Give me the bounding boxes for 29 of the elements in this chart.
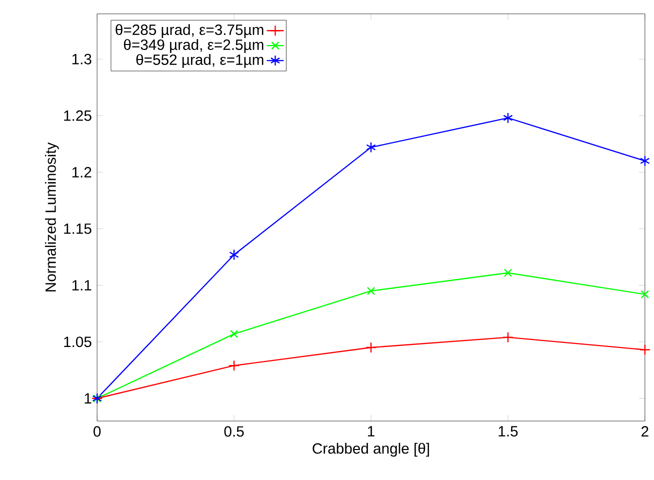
point [503, 112, 513, 124]
point [640, 290, 650, 298]
point [230, 330, 238, 338]
point [365, 342, 377, 353]
x-tick-label: 1.5 [498, 426, 518, 436]
point [366, 142, 376, 153]
legend-label: θ=349 µrad, ε=2.5µm [124, 38, 264, 53]
x-axis-title: Crabbed angle [θ] [312, 442, 429, 456]
point [502, 332, 514, 343]
point [366, 286, 376, 295]
y-tick-label: 1.3 [72, 54, 92, 64]
point [640, 155, 650, 166]
point [504, 268, 512, 277]
x-tick-label: 0 [94, 426, 101, 436]
y-tick-label: 1.1 [72, 280, 92, 290]
x-tick-label: 0.5 [224, 426, 244, 436]
y-tick-label: 1.15 [64, 223, 92, 234]
y-tick-label: 1.2 [72, 166, 92, 178]
x-tick-label: 2 [642, 426, 648, 436]
legend-label: θ=552 µrad, ε=1µm [136, 54, 264, 68]
point [228, 360, 240, 371]
y-tick-label: 1 [84, 393, 92, 404]
x-tick-label: 1 [368, 426, 374, 436]
point [639, 344, 650, 356]
y-tick-label: 1.25 [64, 110, 92, 121]
y-tick-label: 1.05 [64, 336, 92, 347]
y-axis-title: Normalized Luminosity [45, 142, 59, 292]
legend-label: θ=285 µrad, ε=3.75µm [116, 24, 264, 38]
point [229, 249, 239, 260]
